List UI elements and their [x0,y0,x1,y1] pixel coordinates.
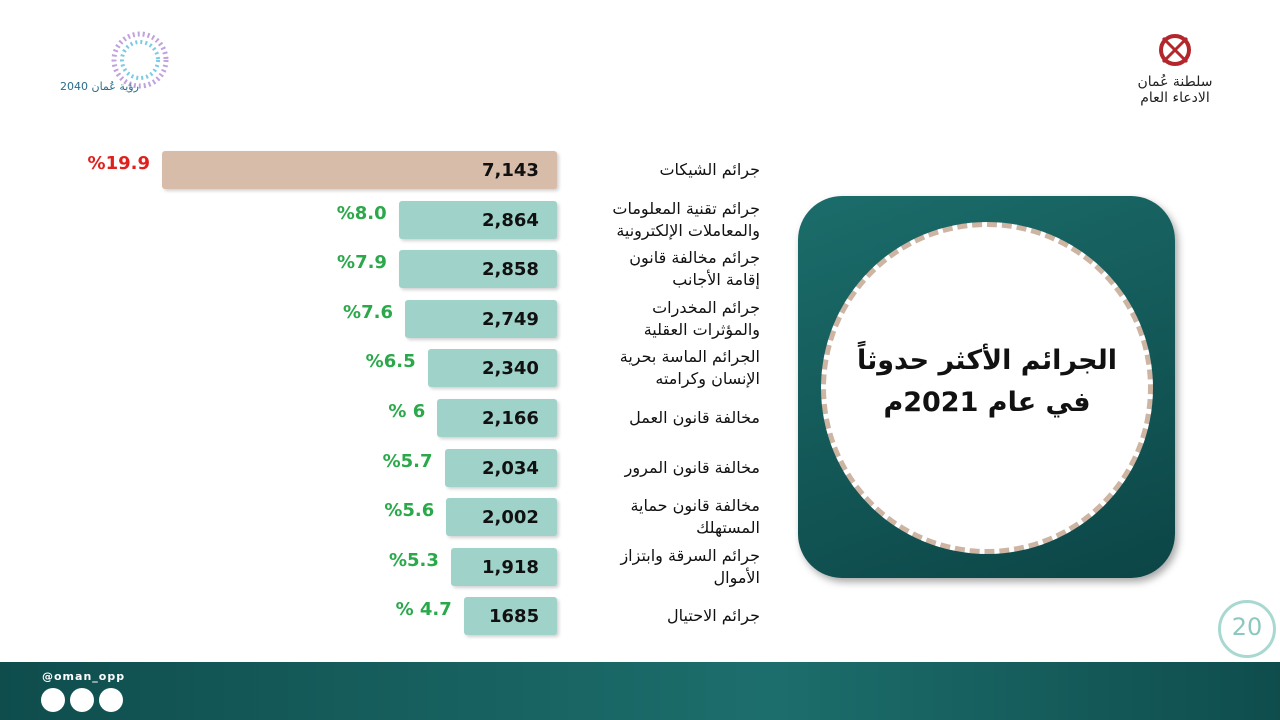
org-name: سلطنة عُمان [1137,74,1213,90]
bar [427,349,557,388]
category-label: جرائم تقنية المعلومات والمعاملات الإلكتر… [612,198,760,240]
value-label: 2,034 [482,457,539,479]
facebook-icon[interactable] [41,688,65,712]
percent-label: %6.5 [365,351,416,373]
vision-graphic [111,31,169,89]
value-label: 2,864 [482,209,539,231]
footer: @oman_opp [0,662,1280,720]
category-label: مخالفة قانون حماية المستهلك [630,496,760,538]
percent-label: %19.9 [87,153,150,174]
value-label: 2,858 [482,259,539,281]
bar [463,597,557,636]
category-label: جرائم الشيكات [659,160,760,179]
bar [437,399,557,437]
value-label: 2,166 [482,408,539,429]
vision-text: رؤية عُمان 2040 [60,80,139,93]
bar [398,250,557,289]
handle: @oman_opp [42,670,126,683]
value-label: 1685 [489,606,540,628]
value-label: 1,918 [482,556,539,578]
chart: 7,143 %19.9 جرائم الشيكات 2,864 %8.0 جرائم تق… [87,151,760,636]
title-circle [821,222,1153,554]
bar [162,151,557,189]
bar [444,448,557,487]
percent-label: % 4.7 [395,599,452,621]
value-label: 2,749 [482,308,539,330]
category-label: مخالفة قانون المرور [624,457,760,477]
category-label: جرائم المخدرات والمؤثرات العقلية [643,297,760,339]
percent-label: %5.7 [382,450,433,472]
category-label: جرائم السرقة وابتزاز الأموال [620,545,760,587]
instagram-icon[interactable] [99,688,123,712]
emblem [1159,34,1191,66]
bar [404,299,557,338]
percent-label: %8.0 [336,202,387,224]
percent-label: %5.6 [384,500,435,522]
percent-label: %5.3 [389,549,439,571]
bar [446,498,557,537]
percent-label: % 6 [388,401,426,422]
value-label: 2,340 [482,358,539,380]
page-number: 20 [1231,613,1263,641]
social-icons [41,688,123,712]
value-label: 7,143 [482,160,539,181]
page-number-circle [1218,600,1276,658]
category-label: جرائم مخالفة قانون إقامة الأجانب [629,248,760,290]
category-label: جرائم الاحتيال [667,606,760,626]
percent-label: %7.9 [337,252,387,274]
bar [450,547,557,586]
chart-title: الجرائم الأكثر حدوثاً في عام 2021م [856,345,1117,418]
percent-label: %7.6 [343,301,393,323]
org-logo: سلطنة عُمان الادعاء العام [1120,30,1230,106]
category-label: مخالفة قانون العمل [629,408,760,427]
bar [398,200,557,239]
category-label: الجرائم الماسة بحرية الإنسان وكرامته [619,347,760,389]
value-label: 2,002 [482,507,539,529]
org-unit: الادعاء العام [1140,90,1210,106]
twitter-icon[interactable] [70,688,94,712]
vision-logo: رؤية عُمان 2040 [40,30,190,110]
